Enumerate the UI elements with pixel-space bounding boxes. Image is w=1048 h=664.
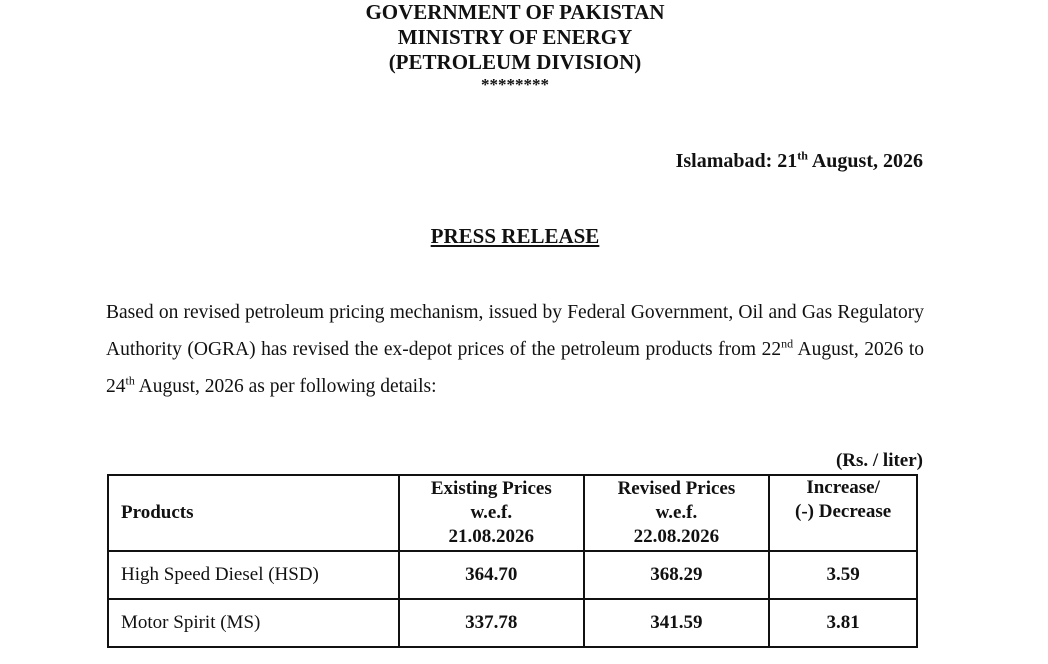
header-cell: Increase/ (-) Decrease bbox=[768, 474, 918, 552]
header-cell: Existing Prices w.e.f. 21.08.2026 bbox=[398, 474, 585, 552]
paragraph: Based on revised petroleum pricing mecha… bbox=[106, 294, 924, 405]
text: August, 2026 as per following details: bbox=[134, 376, 437, 397]
sup: th bbox=[125, 373, 135, 388]
cell: 368.29 bbox=[582, 550, 771, 600]
line: w.e.f. bbox=[470, 502, 513, 523]
unit: (Rs. / liter) bbox=[835, 450, 923, 471]
line: Increase/ bbox=[806, 477, 880, 498]
cell: 3.59 bbox=[768, 550, 918, 600]
header-line: GOVERNMENT OF PAKISTAN bbox=[365, 0, 665, 24]
line: 22.08.2026 bbox=[633, 526, 720, 547]
cell: 337.78 bbox=[398, 598, 585, 648]
date-sup: th bbox=[797, 148, 808, 163]
line: (-) Decrease bbox=[795, 501, 892, 522]
header-cell: Revised Prices w.e.f. 22.08.2026 bbox=[582, 474, 771, 552]
header-line: ******** bbox=[481, 75, 549, 94]
line: 21.08.2026 bbox=[448, 526, 535, 547]
line: Revised Prices bbox=[617, 478, 736, 499]
cell: 341.59 bbox=[582, 598, 771, 648]
date-text: Islamabad: 21 bbox=[675, 150, 798, 172]
line: w.e.f. bbox=[655, 502, 698, 523]
sup: nd bbox=[781, 336, 794, 351]
header-cell: Products bbox=[107, 474, 400, 552]
header-row: Products Existing Prices w.e.f. 21.08.2026… bbox=[107, 474, 918, 552]
cell: 364.70 bbox=[398, 550, 585, 600]
row: Motor Spirit (MS) 337.78 341.59 3.81 bbox=[107, 598, 918, 648]
date: Islamabad: 21th August, 2026 bbox=[675, 148, 923, 173]
text: Based on revised petroleum pricing mecha… bbox=[106, 302, 924, 360]
cell: Motor Spirit (MS) bbox=[107, 598, 400, 648]
text: August, 2026 to 24 bbox=[106, 339, 924, 397]
row: High Speed Diesel (HSD) 364.70 368.29 3.… bbox=[107, 550, 918, 600]
cell: High Speed Diesel (HSD) bbox=[107, 550, 400, 600]
title: PRESS RELEASE bbox=[430, 224, 600, 248]
date-text: August, 2026 bbox=[807, 150, 923, 172]
line: Existing Prices bbox=[430, 478, 552, 499]
cell: 3.81 bbox=[768, 598, 918, 648]
price-table: Products Existing Prices w.e.f. 21.08.2026… bbox=[107, 474, 918, 648]
header-line: (PETROLEUM DIVISION) bbox=[388, 50, 642, 74]
header-line: MINISTRY OF ENERGY bbox=[397, 25, 633, 49]
